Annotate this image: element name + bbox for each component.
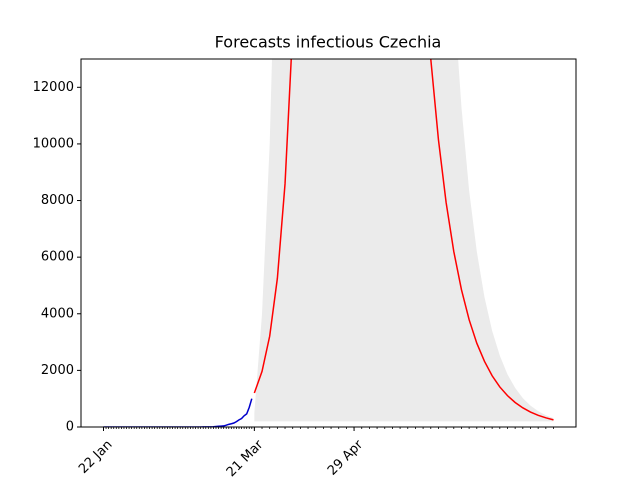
y-tick-label: 8000 — [41, 193, 74, 208]
axes-frame — [80, 58, 577, 428]
y-tick-label: 4000 — [41, 306, 74, 321]
y-tick-label: 12000 — [33, 80, 74, 95]
y-tick-label: 0 — [66, 420, 74, 435]
y-tick-label: 2000 — [41, 363, 74, 378]
chart-title: Forecasts infectious Czechia — [215, 33, 442, 52]
plot-area — [103, 59, 554, 427]
confidence-band — [254, 59, 554, 422]
series-line — [253, 59, 554, 421]
y-tick-label: 10000 — [33, 136, 74, 151]
series-line — [103, 398, 253, 427]
y-tick-label: 6000 — [41, 250, 74, 265]
